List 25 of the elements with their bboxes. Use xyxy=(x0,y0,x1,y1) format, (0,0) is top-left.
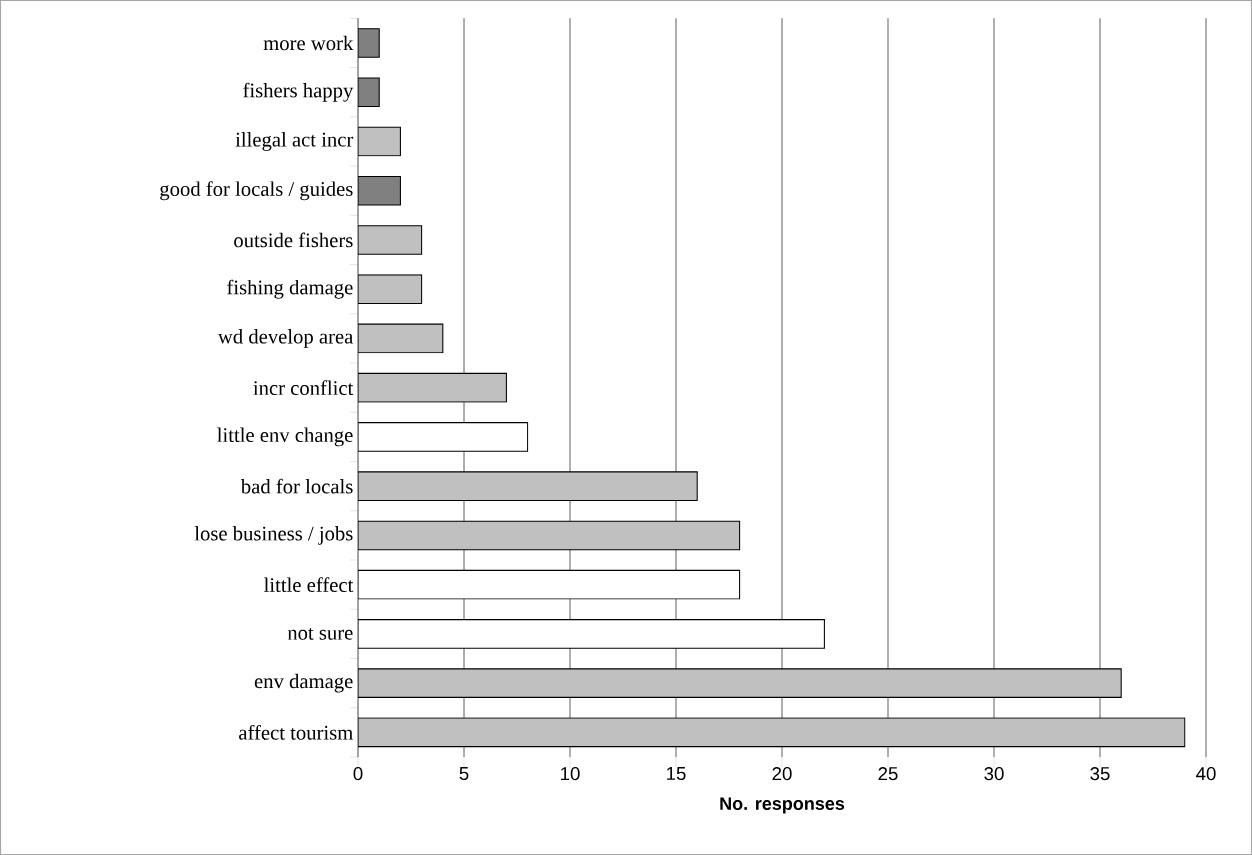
x-tick-label: 25 xyxy=(878,767,898,781)
x-tick-label: 0 xyxy=(353,767,363,781)
y-tick-label: env damage xyxy=(254,673,353,693)
x-tick-label: 10 xyxy=(561,767,580,781)
y-tick-label: wd develop area xyxy=(217,329,354,348)
x-tick-label: 30 xyxy=(984,767,1004,781)
y-tick-label: incr conflict xyxy=(253,380,354,396)
y-tick-label: outside fishers xyxy=(234,232,353,248)
x-tick-label: 5 xyxy=(459,767,469,781)
y-tick-label: affect tourism xyxy=(239,724,353,740)
x-tick-label: 40 xyxy=(1196,767,1216,781)
x-tick-label: 15 xyxy=(667,767,686,781)
y-tick-label: good for locals / guides xyxy=(160,181,353,201)
x-axis-title: No. responses xyxy=(720,797,845,814)
y-tick-label: fishing damage xyxy=(227,279,353,299)
x-tick-label: 20 xyxy=(772,767,792,781)
y-tick-label: not sure xyxy=(287,627,353,640)
y-tick-label: bad for locals xyxy=(240,478,353,494)
y-tick-label: illegal act incr xyxy=(235,132,354,151)
y-tick-label: fishers happy xyxy=(243,82,354,102)
y-tick-label: more work xyxy=(263,35,354,51)
y-tick-label: little effect xyxy=(264,577,354,593)
x-tick-label: 35 xyxy=(1090,767,1110,781)
y-tick-label: lose business / jobs xyxy=(194,526,353,545)
y-tick-label: little env change xyxy=(217,427,353,447)
